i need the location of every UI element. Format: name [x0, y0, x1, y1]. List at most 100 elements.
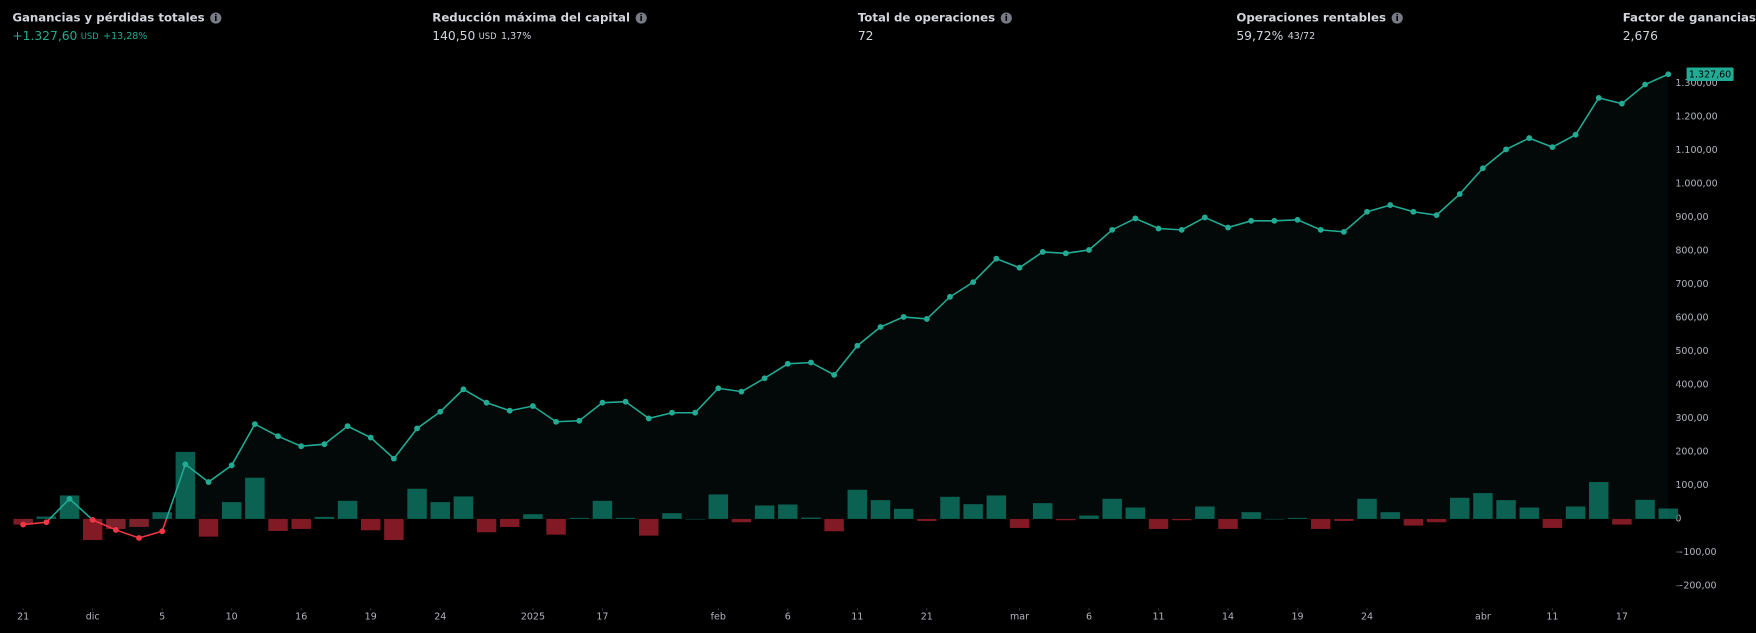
equity-point — [182, 461, 189, 468]
info-i: i — [640, 14, 643, 24]
trade-bar — [337, 500, 358, 519]
y-tick-label: 1.100,00 — [1675, 145, 1717, 156]
stat-value-line: +1.327,60 USD +13,28% — [12, 28, 147, 42]
equity-point — [622, 398, 629, 405]
stat-label: Operaciones rentables — [1236, 11, 1386, 25]
equity-line — [23, 73, 1669, 539]
equity-point — [530, 403, 536, 409]
trade-bar — [1032, 503, 1053, 519]
equity-point — [576, 417, 583, 424]
equity-point — [553, 418, 559, 425]
info-icon: i — [210, 12, 222, 24]
x-tick-label: 11 — [1152, 612, 1164, 623]
equity-point — [1248, 217, 1255, 224]
trade-bar — [1264, 518, 1285, 520]
equity-point — [1201, 214, 1208, 221]
trade-bar — [546, 518, 566, 535]
equity-point — [1595, 94, 1602, 101]
trade-bar — [430, 502, 450, 519]
info-icon: i — [1391, 12, 1403, 24]
equity-point — [136, 535, 142, 541]
equity-point — [344, 423, 351, 430]
trade-bar — [1079, 515, 1099, 519]
y-tick-label: 700,00 — [1675, 279, 1708, 290]
equity-point — [1642, 81, 1649, 88]
equity-point — [228, 462, 235, 469]
trade-bar — [1635, 499, 1655, 519]
y-tick-label: 1.300,00 — [1675, 78, 1717, 89]
last-value-box — [1686, 67, 1734, 81]
equity-point — [205, 479, 212, 485]
trade-bar — [1334, 518, 1354, 521]
x-tick-label: 17 — [1616, 612, 1628, 623]
stat-label: Reducción máxima del capital — [432, 11, 630, 25]
equity-point — [112, 527, 119, 533]
equity-point — [66, 495, 73, 502]
y-tick-label: 1.000,00 — [1675, 178, 1717, 189]
trade-bar — [1380, 512, 1400, 519]
trade-bar — [1542, 518, 1563, 528]
equity-point — [1317, 226, 1324, 233]
trade-bar — [569, 517, 589, 519]
trade-bar — [639, 518, 659, 536]
equity-point — [43, 519, 50, 526]
stat-value: 59,72% — [1236, 28, 1283, 42]
equity-point — [900, 314, 907, 320]
equity-point — [275, 433, 281, 440]
y-tick-label: 800,00 — [1675, 245, 1708, 256]
trade-bar — [1426, 518, 1447, 523]
trade-bar — [1241, 512, 1261, 519]
stat-unit: USD — [479, 30, 497, 40]
trade-bar — [1589, 482, 1609, 519]
equity-point — [645, 415, 652, 422]
trade-bar — [1171, 518, 1192, 521]
equity-point — [970, 279, 977, 286]
trade-bar — [1519, 507, 1539, 519]
y-tick-label: 600,00 — [1675, 312, 1708, 323]
equity-point — [437, 408, 444, 415]
info-circle — [635, 12, 647, 24]
trade-bar — [106, 518, 126, 529]
equity-point — [1619, 100, 1625, 107]
trade-bar — [129, 518, 149, 527]
stat-value-line: 72 — [858, 28, 874, 42]
stat-value-line: 2,676 — [1623, 28, 1658, 42]
trade-bar — [1496, 500, 1516, 519]
trade-bar — [731, 518, 752, 523]
equity-point — [1132, 215, 1139, 222]
equity-point — [784, 360, 791, 367]
x-tick-label: 24 — [434, 612, 446, 623]
trade-bar — [1218, 518, 1238, 529]
info-circle — [210, 12, 222, 24]
x-tick-label: 19 — [1291, 612, 1303, 623]
x-tick-label: mar — [1010, 612, 1029, 623]
y-tick-label: 900,00 — [1675, 212, 1708, 223]
y-tick-label: −100,00 — [1675, 547, 1716, 558]
trade-bar — [1449, 497, 1470, 519]
equity-point — [1456, 191, 1463, 197]
x-tick-label: 11 — [851, 612, 863, 623]
equity-point — [715, 385, 722, 392]
plot-area: −200,00−100,000100,00200,00300,00400,005… — [13, 67, 1734, 623]
x-tick-label: 16 — [295, 612, 307, 623]
equity-point — [738, 388, 745, 395]
x-tick-label: dic — [86, 612, 100, 623]
equity-point — [669, 409, 675, 416]
y-tick-label: −200,00 — [1675, 580, 1716, 591]
equity-point — [993, 255, 1000, 262]
info-i: i — [1005, 14, 1008, 24]
y-tick-label: 300,00 — [1675, 413, 1708, 424]
trade-bar — [407, 488, 427, 519]
x-tick-label: feb — [711, 612, 726, 623]
equity-point — [692, 409, 699, 416]
stat-unit: USD — [81, 30, 99, 40]
trade-bar — [500, 518, 520, 527]
equity-point — [20, 521, 27, 528]
x-tick-label: 6 — [1086, 612, 1092, 623]
trade-bar — [986, 495, 1007, 519]
trade-bar — [963, 504, 983, 519]
equity-point — [1387, 202, 1394, 208]
equity-point — [1155, 225, 1162, 232]
info-i: i — [1396, 14, 1399, 24]
